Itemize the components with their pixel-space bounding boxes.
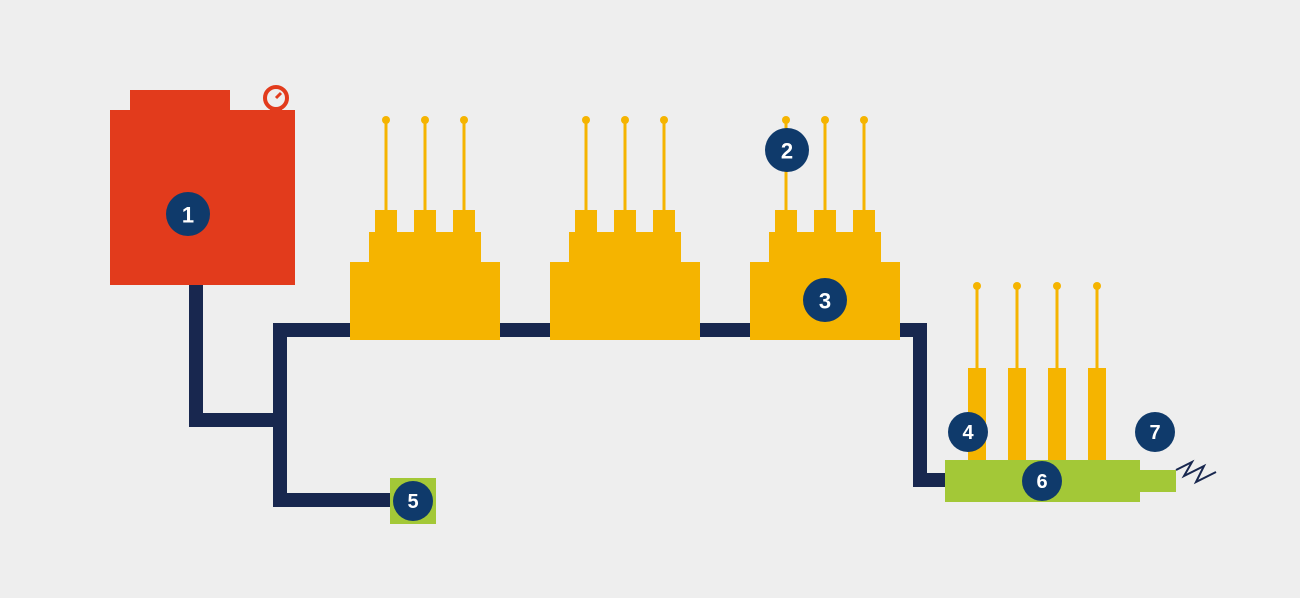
manifold-nub xyxy=(414,210,436,232)
manifold-nub xyxy=(775,210,797,232)
manifold-nub xyxy=(853,210,875,232)
antenna-dot-icon xyxy=(421,116,429,124)
badge-label: 3 xyxy=(819,289,831,314)
antenna-dot-icon xyxy=(660,116,668,124)
collector-leg xyxy=(1008,368,1026,460)
manifold-nub xyxy=(453,210,475,232)
badge-6: 6 xyxy=(1022,461,1062,501)
badge-label: 4 xyxy=(962,422,974,444)
collector-leg xyxy=(1048,368,1066,460)
badge-5: 5 xyxy=(393,481,433,521)
collector-antenna-dot-icon xyxy=(1053,282,1061,290)
badge-2: 2 xyxy=(765,128,809,172)
collector-leg xyxy=(1088,368,1106,460)
antenna-dot-icon xyxy=(821,116,829,124)
process-diagram: 1 2 3 4 5 6 7 xyxy=(0,0,1300,598)
badge-label: 7 xyxy=(1149,422,1160,444)
collector-antenna-dot-icon xyxy=(1093,282,1101,290)
collector-outlet xyxy=(1140,470,1176,492)
antenna-dot-icon xyxy=(582,116,590,124)
manifold-nub xyxy=(814,210,836,232)
manifold-nub xyxy=(653,210,675,232)
antenna-dot-icon xyxy=(860,116,868,124)
manifold-shoulder xyxy=(569,232,681,262)
badge-label: 1 xyxy=(182,203,194,228)
badge-3: 3 xyxy=(803,278,847,322)
badge-label: 6 xyxy=(1036,471,1047,493)
manifold-body xyxy=(350,262,500,340)
manifold-nub xyxy=(614,210,636,232)
badge-label: 2 xyxy=(781,139,793,164)
badge-label: 5 xyxy=(407,491,418,513)
badge-1: 1 xyxy=(166,192,210,236)
antenna-dot-icon xyxy=(460,116,468,124)
collector-antenna-dot-icon xyxy=(973,282,981,290)
collector-antenna-dot-icon xyxy=(1013,282,1021,290)
manifold-shoulder xyxy=(369,232,481,262)
antenna-dot-icon xyxy=(782,116,790,124)
manifold-nub xyxy=(375,210,397,232)
antenna-dot-icon xyxy=(382,116,390,124)
boiler-knob xyxy=(270,109,282,121)
manifold-body xyxy=(550,262,700,340)
manifold-shoulder xyxy=(769,232,881,262)
antenna-dot-icon xyxy=(621,116,629,124)
badge-4: 4 xyxy=(948,412,988,452)
boiler-top xyxy=(130,90,230,110)
boiler-unit xyxy=(110,87,295,285)
badge-7: 7 xyxy=(1135,412,1175,452)
manifold-nub xyxy=(575,210,597,232)
